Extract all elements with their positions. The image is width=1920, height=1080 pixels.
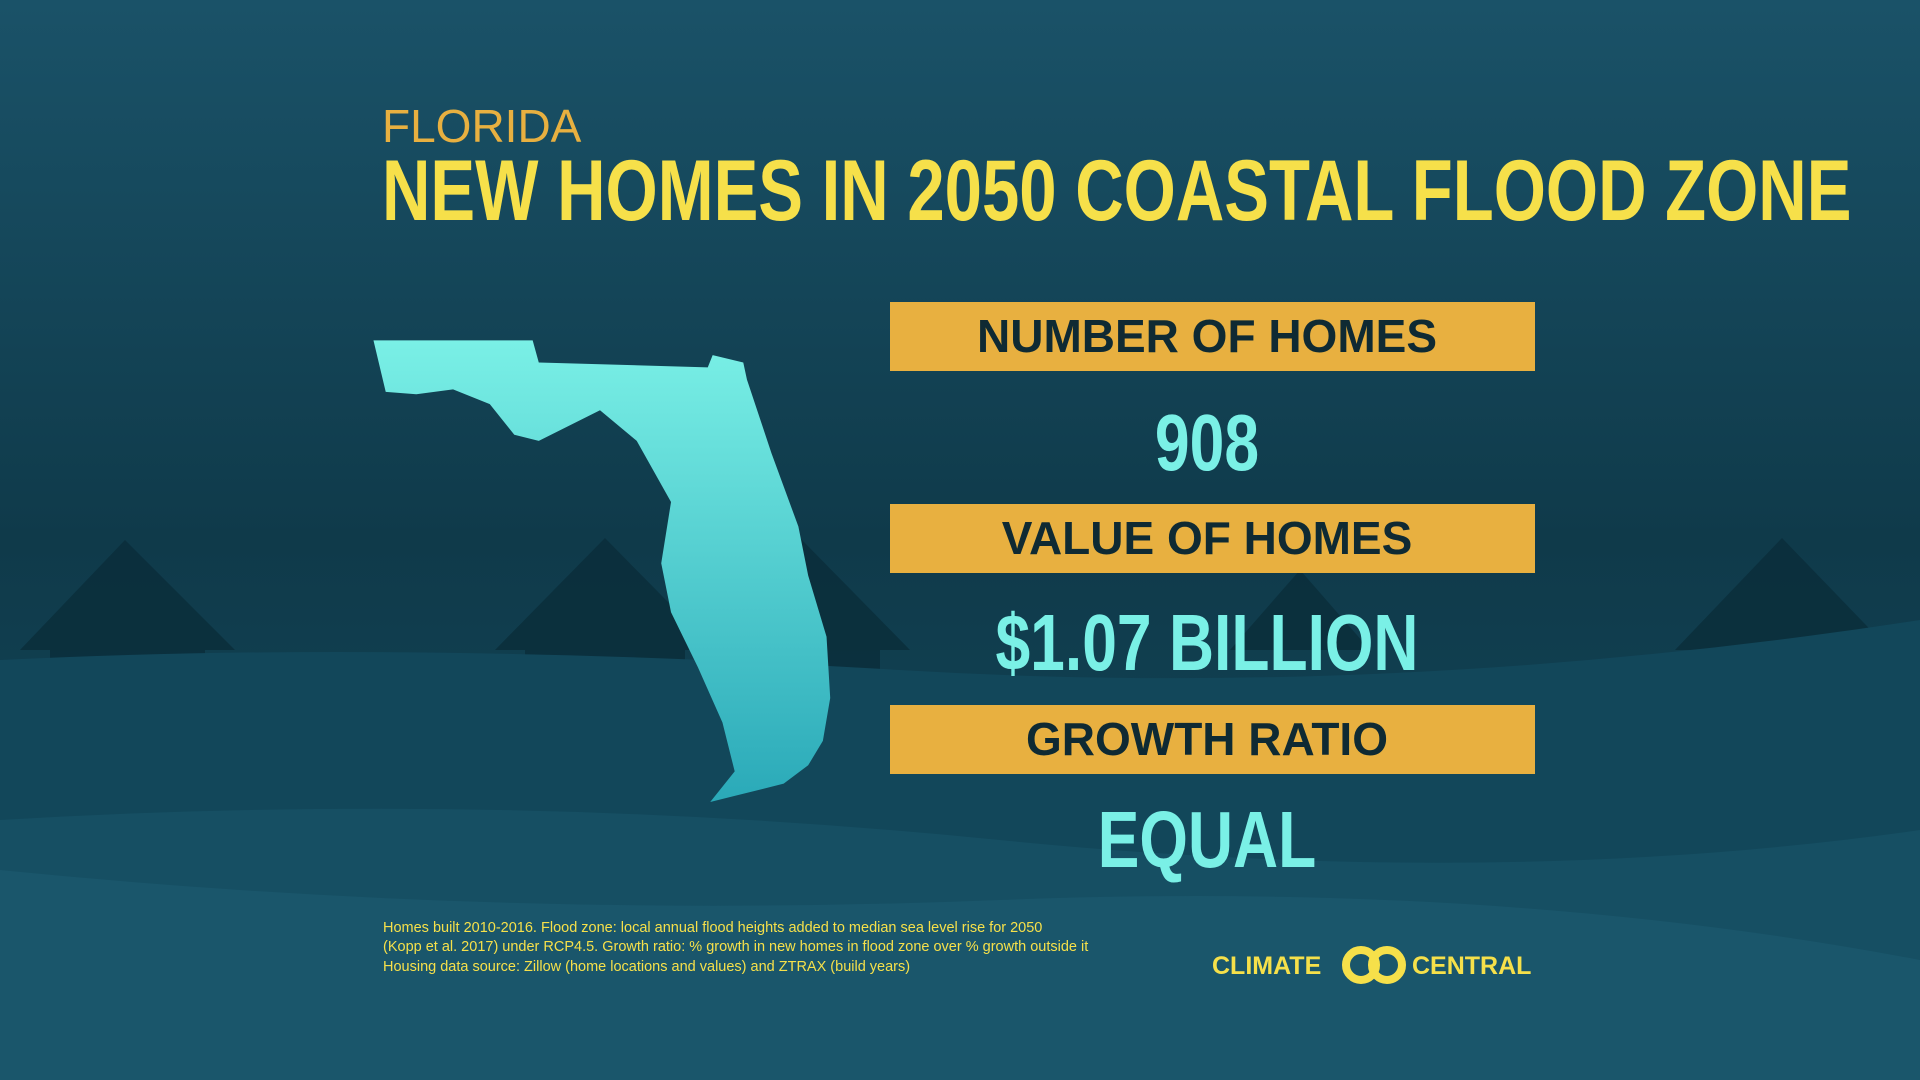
logo-ring — [1368, 946, 1406, 984]
stat-value: 908 — [1155, 399, 1259, 488]
logo-text: CENTRAL — [1412, 952, 1531, 980]
stat-label-box — [890, 705, 1535, 774]
footnote-line: Housing data source: Zillow (home locati… — [383, 959, 910, 975]
logo-text: CLIMATE — [1212, 952, 1321, 980]
stat-label: NUMBER OF HOMES — [977, 310, 1437, 362]
stat-label-box — [890, 302, 1535, 371]
title: NEW HOMES IN 2050 COASTAL FLOOD ZONE — [382, 143, 1851, 239]
stat-label: VALUE OF HOMES — [1002, 512, 1413, 564]
stat-value: EQUAL — [1098, 796, 1316, 885]
footnote-line: (Kopp et al. 2017) under RCP4.5. Growth … — [383, 939, 1088, 955]
wave-3 — [0, 870, 1920, 1080]
footnote: Homes built 2010-2016. Flood zone: local… — [383, 920, 1088, 975]
stat-label: GROWTH RATIO — [1026, 713, 1388, 765]
state-label: FLORIDA — [382, 100, 582, 152]
stat-label-box — [890, 504, 1535, 573]
florida-map — [373, 340, 831, 803]
stat-value: $1.07 BILLION — [995, 599, 1418, 688]
footnote-line: Homes built 2010-2016. Flood zone: local… — [383, 920, 1042, 936]
logo: CLIMATE CENTRAL — [1212, 946, 1531, 984]
